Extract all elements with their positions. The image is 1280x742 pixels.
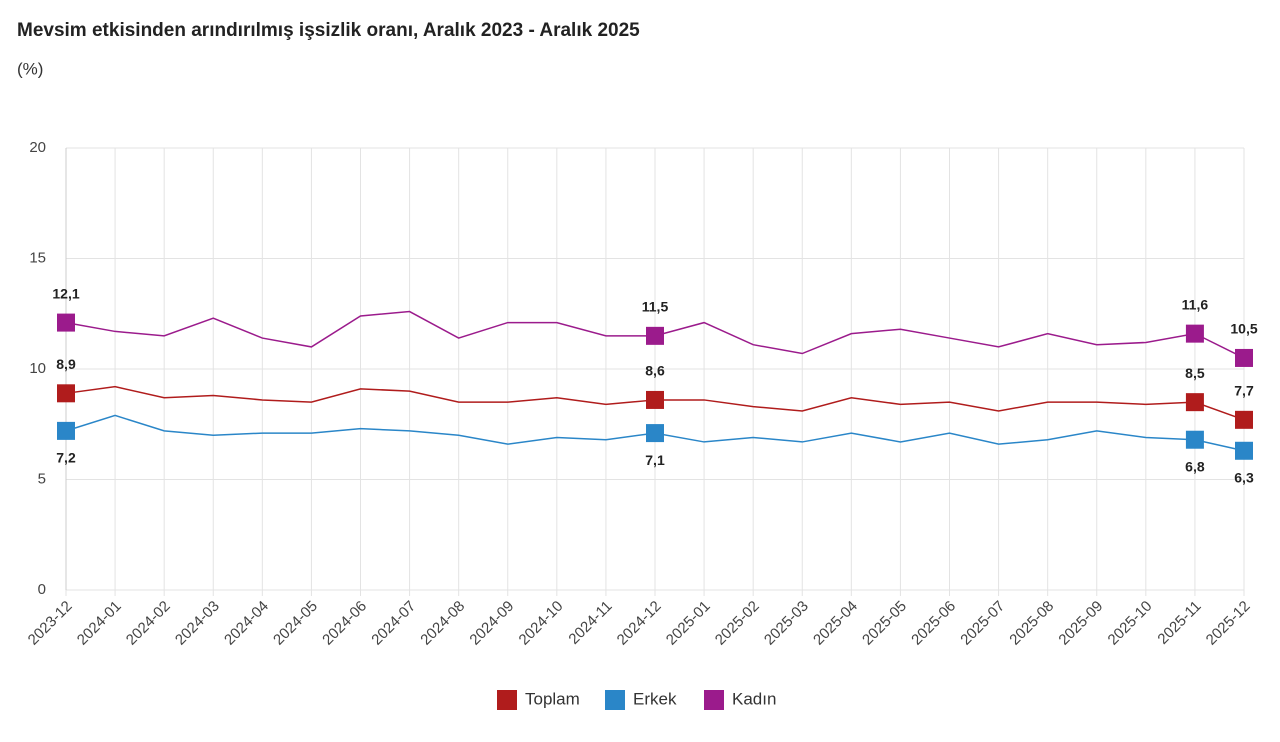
x-tick-label: 2025-02 (712, 598, 763, 649)
chart-subtitle: (%) (17, 59, 43, 78)
x-tick-label: 2024-08 (417, 598, 468, 649)
legend-swatch (605, 690, 625, 710)
legend-swatch (497, 690, 517, 710)
point-marker (1185, 324, 1204, 343)
data-label: 6,3 (1234, 469, 1254, 485)
point-marker (1185, 393, 1204, 412)
point-marker (57, 421, 75, 440)
x-tick-label: 2025-04 (810, 598, 861, 649)
y-tick-label: 10 (29, 360, 46, 377)
x-tick-label: 2025-06 (908, 598, 959, 649)
x-tick-label: 2024-12 (614, 598, 665, 649)
legend-label: Toplam (525, 689, 580, 708)
y-tick-label: 15 (29, 249, 46, 266)
data-label: 7,2 (56, 450, 76, 466)
chart-title: Mevsim etkisinden arındırılmış işsizlik … (17, 20, 640, 41)
x-tick-label: 2024-01 (74, 598, 125, 649)
x-tick-label: 2024-07 (368, 598, 419, 649)
x-tick-label: 2025-03 (761, 598, 812, 649)
data-label: 12,1 (52, 285, 79, 301)
data-label: 8,6 (645, 363, 665, 379)
x-tick-label: 2025-01 (663, 598, 714, 649)
x-tick-label: 2024-02 (123, 598, 174, 649)
x-tick-label: 2024-09 (466, 598, 517, 649)
point-marker (646, 424, 664, 443)
point-marker (1185, 430, 1204, 449)
x-tick-label: 2024-04 (221, 598, 272, 649)
x-tick-label: 2024-10 (516, 598, 567, 649)
data-label: 6,8 (1185, 458, 1205, 474)
x-tick-label: 2025-09 (1055, 598, 1106, 649)
legend-label: Kadın (732, 689, 776, 708)
x-tick-label: 2023-12 (25, 598, 76, 649)
legend-swatch (704, 690, 724, 710)
data-label: 7,7 (1234, 383, 1254, 399)
point-marker (57, 313, 75, 332)
point-marker (646, 390, 664, 409)
y-tick-label: 20 (29, 139, 46, 156)
point-marker (1235, 441, 1253, 460)
data-label: 8,9 (56, 356, 76, 372)
point-marker (1235, 348, 1253, 367)
x-tick-label: 2025-08 (1006, 598, 1057, 649)
data-label: 8,5 (1185, 365, 1205, 381)
point-marker (57, 384, 75, 403)
x-tick-label: 2025-12 (1203, 598, 1254, 649)
x-tick-label: 2025-10 (1105, 598, 1156, 649)
y-tick-label: 0 (38, 581, 46, 598)
point-marker (646, 326, 664, 345)
data-label: 10,5 (1230, 321, 1257, 337)
y-tick-label: 5 (38, 470, 46, 487)
x-tick-label: 2025-07 (957, 598, 1008, 649)
point-marker (1235, 410, 1253, 429)
data-label: 7,1 (645, 452, 665, 468)
legend-label: Erkek (633, 689, 677, 708)
x-tick-label: 2025-05 (859, 598, 910, 649)
data-label: 11,6 (1182, 296, 1209, 312)
x-tick-label: 2024-03 (172, 598, 223, 649)
x-tick-label: 2024-06 (319, 598, 370, 649)
x-tick-label: 2025-11 (1154, 598, 1204, 648)
x-tick-label: 2024-11 (565, 598, 615, 648)
x-tick-label: 2024-05 (270, 598, 321, 649)
data-label: 11,5 (642, 299, 669, 315)
